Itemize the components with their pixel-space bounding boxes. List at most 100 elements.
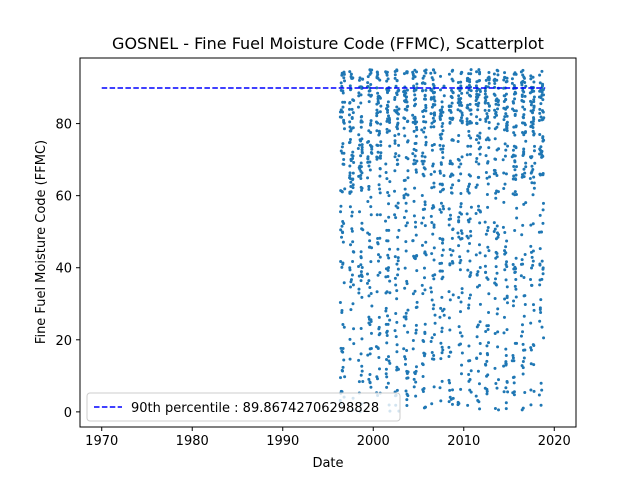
scatter-point bbox=[350, 227, 354, 231]
scatter-point bbox=[367, 164, 371, 168]
scatter-point bbox=[411, 347, 415, 351]
scatter-point bbox=[451, 261, 455, 265]
scatter-point bbox=[423, 288, 427, 292]
scatter-point bbox=[360, 266, 364, 270]
scatter-point bbox=[521, 105, 525, 109]
scatter-point bbox=[512, 381, 516, 385]
scatter-point bbox=[384, 306, 388, 310]
scatter-point bbox=[430, 402, 434, 406]
scatter-point bbox=[460, 104, 464, 108]
scatter-point bbox=[440, 351, 444, 355]
scatter-point bbox=[467, 296, 471, 300]
scatter-point bbox=[369, 213, 373, 217]
scatter-point bbox=[361, 379, 365, 383]
scatter-point bbox=[459, 80, 463, 84]
scatter-point bbox=[402, 72, 406, 76]
scatter-point bbox=[377, 183, 381, 187]
scatter-point bbox=[467, 373, 471, 377]
scatter-point bbox=[476, 369, 480, 373]
scatter-point bbox=[467, 134, 471, 138]
scatter-point bbox=[503, 154, 507, 158]
scatter-point bbox=[532, 308, 536, 312]
scatter-point bbox=[441, 248, 445, 252]
scatter-point bbox=[340, 349, 344, 353]
scatter-point bbox=[432, 223, 436, 227]
scatter-point bbox=[423, 200, 427, 204]
scatter-point bbox=[540, 259, 544, 263]
scatter-point bbox=[358, 167, 362, 171]
scatter-point bbox=[493, 281, 497, 285]
scatter-point bbox=[522, 276, 526, 279]
scatter-point bbox=[414, 328, 418, 332]
scatter-point bbox=[478, 266, 482, 270]
scatter-point bbox=[376, 101, 380, 105]
scatter-point bbox=[369, 260, 373, 264]
scatter-point bbox=[396, 117, 400, 121]
scatter-point bbox=[467, 182, 471, 186]
scatter-point bbox=[493, 137, 497, 141]
scatter-point bbox=[441, 121, 445, 125]
scatter-point bbox=[405, 398, 409, 402]
scatter-point bbox=[485, 344, 489, 348]
scatter-point bbox=[352, 342, 356, 346]
scatter-point bbox=[369, 205, 373, 209]
scatter-point bbox=[356, 105, 360, 109]
scatter-point bbox=[467, 306, 471, 310]
scatter-point bbox=[493, 407, 497, 411]
scatter-point bbox=[412, 199, 416, 203]
scatter-point bbox=[351, 111, 355, 115]
scatter-point bbox=[422, 115, 426, 119]
scatter-point bbox=[448, 247, 452, 251]
scatter-point bbox=[541, 221, 545, 225]
scatter-point bbox=[432, 95, 436, 99]
scatter-point bbox=[431, 274, 435, 278]
scatter-point bbox=[430, 336, 434, 340]
scatter-point bbox=[441, 156, 445, 160]
scatter-point bbox=[439, 201, 443, 205]
scatter-point bbox=[339, 81, 343, 85]
scatter-point bbox=[440, 330, 444, 334]
scatter-point bbox=[441, 129, 445, 133]
scatter-point bbox=[540, 325, 544, 329]
scatter-point bbox=[441, 348, 445, 352]
scatter-point bbox=[502, 78, 506, 82]
scatter-point bbox=[384, 291, 388, 295]
scatter-point bbox=[412, 377, 416, 381]
scatter-point bbox=[429, 96, 433, 100]
scatter-point bbox=[341, 365, 345, 369]
scatter-point bbox=[342, 221, 346, 225]
scatter-point bbox=[412, 254, 416, 258]
scatter-point bbox=[393, 69, 397, 73]
scatter-point bbox=[403, 266, 407, 270]
scatter-point bbox=[468, 80, 472, 84]
scatter-point bbox=[486, 205, 490, 209]
scatter-point bbox=[440, 100, 444, 104]
scatter-point bbox=[405, 108, 409, 112]
scatter-point bbox=[484, 170, 488, 174]
scatter-point bbox=[541, 135, 545, 139]
scatter-point bbox=[511, 107, 515, 111]
scatter-point bbox=[424, 120, 428, 124]
scatter-point bbox=[360, 337, 364, 341]
scatter-point bbox=[532, 389, 536, 393]
scatter-point bbox=[510, 77, 514, 81]
scatter-point bbox=[351, 283, 355, 287]
scatter-point bbox=[385, 375, 389, 379]
scatter-point bbox=[415, 82, 419, 86]
scatter-point bbox=[512, 359, 516, 363]
scatter-point bbox=[511, 263, 515, 267]
scatter-point bbox=[486, 353, 490, 357]
scatter-point bbox=[492, 72, 496, 76]
scatter-point bbox=[529, 403, 533, 407]
scatter-point bbox=[447, 290, 451, 294]
scatter-point bbox=[367, 184, 371, 188]
scatter-point bbox=[537, 119, 541, 123]
scatter-point bbox=[359, 270, 363, 274]
scatter-point bbox=[449, 110, 453, 114]
scatter-point bbox=[424, 106, 428, 110]
scatter-point bbox=[511, 192, 515, 196]
scatter-point bbox=[531, 303, 535, 307]
scatter-point bbox=[351, 183, 355, 187]
scatter-point bbox=[388, 279, 392, 283]
scatter-point bbox=[460, 363, 464, 367]
